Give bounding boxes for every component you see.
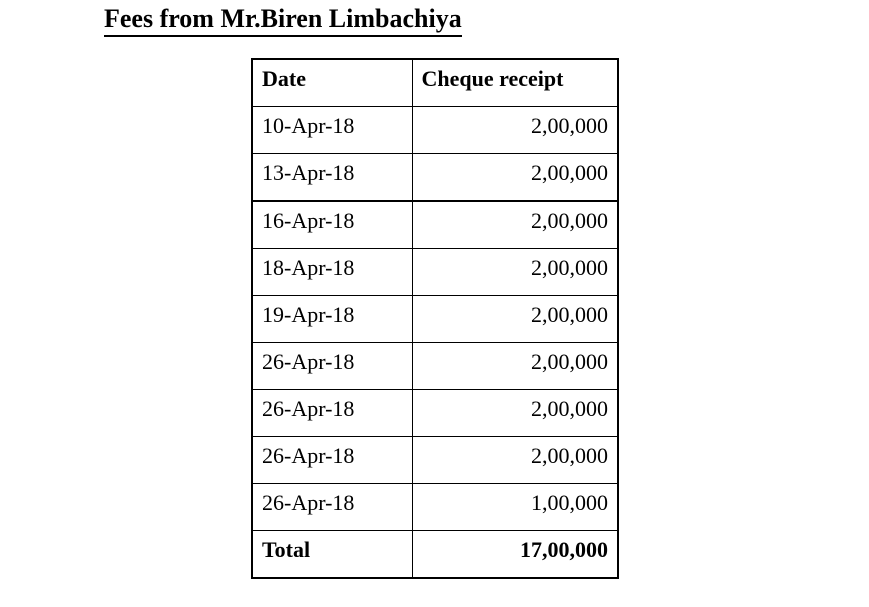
table-row: 26-Apr-18 2,00,000 bbox=[251, 436, 619, 484]
date-cell: 26-Apr-18 bbox=[251, 483, 413, 531]
table-row: 13-Apr-18 2,00,000 bbox=[251, 153, 619, 202]
table-row: 19-Apr-18 2,00,000 bbox=[251, 295, 619, 343]
table-row: 18-Apr-18 2,00,000 bbox=[251, 248, 619, 296]
amount-cell: 2,00,000 bbox=[411, 342, 619, 390]
table-row: 16-Apr-18 2,00,000 bbox=[251, 200, 619, 249]
column-header-date: Date bbox=[251, 58, 413, 107]
amount-cell: 2,00,000 bbox=[411, 248, 619, 296]
table-row: 26-Apr-18 1,00,000 bbox=[251, 483, 619, 531]
amount-cell: 2,00,000 bbox=[411, 153, 619, 202]
date-cell: 26-Apr-18 bbox=[251, 436, 413, 484]
amount-cell: 2,00,000 bbox=[411, 295, 619, 343]
date-cell: 16-Apr-18 bbox=[251, 200, 413, 249]
table-row: 10-Apr-18 2,00,000 bbox=[251, 106, 619, 154]
amount-cell: 1,00,000 bbox=[411, 483, 619, 531]
amount-cell: 2,00,000 bbox=[411, 436, 619, 484]
total-label-cell: Total bbox=[251, 530, 413, 579]
fees-table: Date Cheque receipt 10-Apr-18 2,00,000 1… bbox=[251, 58, 619, 579]
table-row: 26-Apr-18 2,00,000 bbox=[251, 342, 619, 390]
header-row: Date Cheque receipt bbox=[251, 58, 619, 107]
page-title: Fees from Mr.Biren Limbachiya bbox=[104, 4, 462, 37]
column-header-cheque-receipt: Cheque receipt bbox=[411, 58, 619, 107]
date-cell: 10-Apr-18 bbox=[251, 106, 413, 154]
table-row: 26-Apr-18 2,00,000 bbox=[251, 389, 619, 437]
total-row: Total 17,00,000 bbox=[251, 530, 619, 579]
date-cell: 19-Apr-18 bbox=[251, 295, 413, 343]
date-cell: 13-Apr-18 bbox=[251, 153, 413, 202]
date-cell: 26-Apr-18 bbox=[251, 342, 413, 390]
amount-cell: 2,00,000 bbox=[411, 389, 619, 437]
date-cell: 26-Apr-18 bbox=[251, 389, 413, 437]
amount-cell: 2,00,000 bbox=[411, 200, 619, 249]
total-amount-cell: 17,00,000 bbox=[411, 530, 619, 579]
date-cell: 18-Apr-18 bbox=[251, 248, 413, 296]
amount-cell: 2,00,000 bbox=[411, 106, 619, 154]
